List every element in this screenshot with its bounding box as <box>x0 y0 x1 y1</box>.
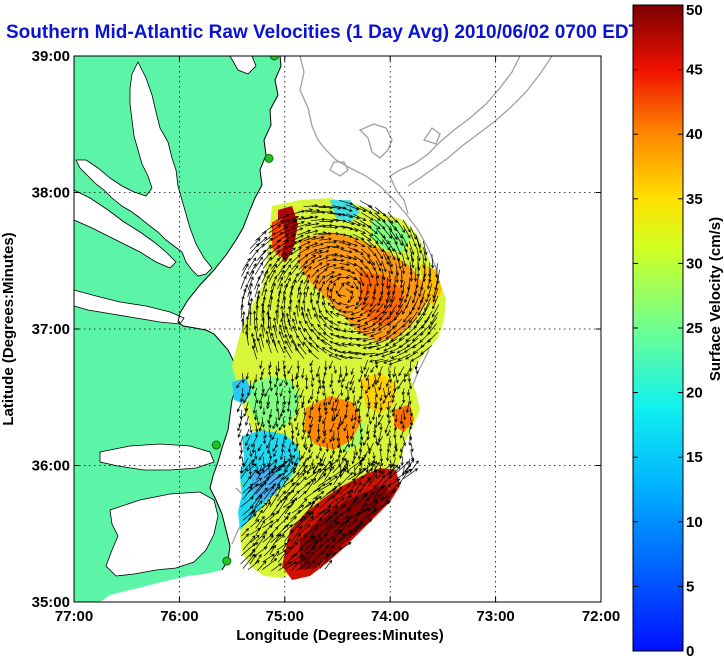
y-tick-label: 38:00 <box>32 185 70 202</box>
x-tick-label: 77:00 <box>55 608 93 625</box>
y-tick-label: 37:00 <box>32 321 70 338</box>
pamlico-sound <box>105 491 219 577</box>
colorbar-tick-label: 15 <box>686 449 703 466</box>
station-marker <box>264 153 274 163</box>
x-tick-label: 74:00 <box>371 608 409 625</box>
x-axis-label: Longitude (Degrees:Minutes) <box>236 627 444 644</box>
x-tick-label: 76:00 <box>160 608 198 625</box>
colorbar-label: Surface Velocity (cm/s) <box>707 217 724 381</box>
y-axis-ticks: 39:00 38:00 37:00 36:00 35:00 <box>32 48 601 611</box>
velocity-vectors <box>236 200 440 572</box>
station-marker <box>211 440 221 450</box>
colorbar-tick-label: 30 <box>686 255 703 272</box>
y-axis-label: Latitude (Degrees:Minutes) <box>0 232 17 425</box>
map-title: Southern Mid-Atlantic Raw Velocities (1 … <box>6 22 641 43</box>
grid-lines <box>74 56 601 602</box>
station-marker <box>269 56 279 61</box>
colorbar-tick-label: 45 <box>686 62 703 79</box>
colorbar-tick-label: 20 <box>686 385 703 402</box>
chesapeake-bay <box>75 61 213 277</box>
colorbar-tick-label: 0 <box>686 643 694 659</box>
x-tick-label: 72:00 <box>582 608 620 625</box>
potomac-river <box>74 189 177 269</box>
delaware-bay <box>229 56 257 75</box>
y-tick-label: 39:00 <box>32 48 70 65</box>
colorbar-tick-label: 50 <box>686 2 703 19</box>
colorbar <box>632 4 684 652</box>
y-tick-label: 36:00 <box>32 458 70 475</box>
x-tick-label: 75:00 <box>266 608 304 625</box>
colorbar-tick-label: 25 <box>686 320 703 337</box>
colorbar-tick-label: 40 <box>686 126 703 143</box>
x-axis-ticks: 77:00 76:00 75:00 74:00 73:00 72:00 <box>55 56 620 625</box>
colorbar-tick-label: 35 <box>686 191 703 208</box>
x-tick-label: 73:00 <box>476 608 514 625</box>
velocity-arrows <box>236 200 440 572</box>
y-tick-label: 35:00 <box>32 594 70 611</box>
colorbar-tick-label: 5 <box>686 578 694 595</box>
coastline <box>177 56 282 571</box>
colorbar-tick-label: 10 <box>686 514 703 531</box>
station-marker <box>222 556 232 566</box>
station-markers <box>211 56 279 566</box>
